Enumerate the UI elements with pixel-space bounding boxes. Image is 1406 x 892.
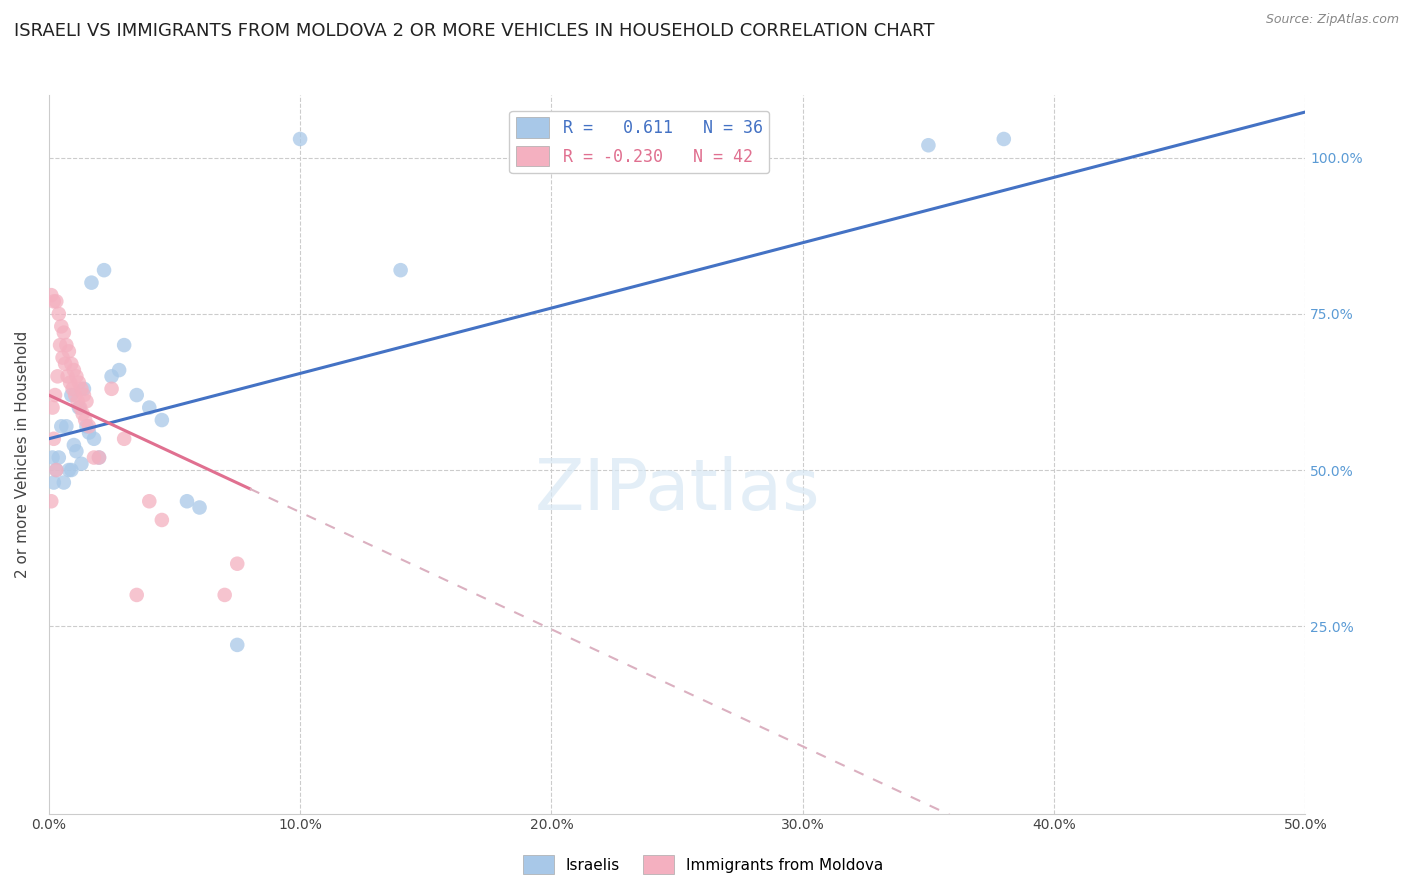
Point — [666, 145, 689, 159]
Point — [70, 382, 93, 396]
Point — [93, 263, 115, 277]
Point — [60, 357, 83, 371]
Point — [42, 294, 65, 309]
Point — [52, 475, 75, 490]
Point — [42, 432, 65, 446]
Point — [58, 463, 80, 477]
Point — [70, 457, 93, 471]
Point — [41, 450, 63, 465]
Point — [46, 369, 69, 384]
Point — [63, 438, 86, 452]
Point — [39, 494, 62, 508]
Point — [60, 388, 83, 402]
Point — [49, 338, 72, 352]
Point — [80, 276, 103, 290]
Point — [52, 326, 75, 340]
Point — [389, 263, 412, 277]
Point — [87, 450, 110, 465]
Point — [112, 338, 135, 352]
Point — [65, 369, 87, 384]
Point — [150, 513, 173, 527]
Point — [73, 388, 96, 402]
Point — [73, 382, 96, 396]
Point — [63, 388, 86, 402]
Point — [60, 463, 83, 477]
Point — [188, 500, 211, 515]
Text: Source: ZipAtlas.com: Source: ZipAtlas.com — [1265, 13, 1399, 27]
Point — [176, 494, 198, 508]
Point — [87, 450, 110, 465]
Point — [75, 413, 97, 427]
Point — [75, 394, 97, 409]
Point — [48, 307, 70, 321]
Point — [100, 382, 122, 396]
Point — [125, 388, 148, 402]
Point — [226, 638, 249, 652]
Point — [993, 132, 1015, 146]
Point — [226, 557, 249, 571]
Y-axis label: 2 or more Vehicles in Household: 2 or more Vehicles in Household — [15, 331, 30, 578]
Point — [53, 357, 76, 371]
Point — [45, 463, 67, 477]
Point — [48, 450, 70, 465]
Point — [138, 401, 160, 415]
Text: ZIPatlas: ZIPatlas — [534, 456, 820, 524]
Point — [44, 388, 66, 402]
Point — [56, 369, 79, 384]
Point — [125, 588, 148, 602]
Point — [51, 319, 73, 334]
Point — [67, 401, 90, 415]
Point — [59, 376, 82, 390]
Point — [51, 419, 73, 434]
Point — [66, 394, 89, 409]
Point — [138, 494, 160, 508]
Point — [55, 338, 77, 352]
Point — [75, 419, 97, 434]
Point — [58, 344, 80, 359]
Point — [214, 588, 236, 602]
Point — [112, 432, 135, 446]
Point — [52, 351, 75, 365]
Point — [55, 419, 77, 434]
Point — [288, 132, 311, 146]
Point — [108, 363, 131, 377]
Point — [77, 425, 100, 440]
Legend: Israelis, Immigrants from Moldova: Israelis, Immigrants from Moldova — [517, 849, 889, 880]
Point — [100, 369, 122, 384]
Point — [77, 419, 100, 434]
Point — [41, 401, 63, 415]
Point — [72, 407, 94, 421]
Point — [150, 413, 173, 427]
Point — [69, 401, 91, 415]
Point — [540, 138, 562, 153]
Point — [39, 288, 62, 302]
Text: ISRAELI VS IMMIGRANTS FROM MOLDOVA 2 OR MORE VEHICLES IN HOUSEHOLD CORRELATION C: ISRAELI VS IMMIGRANTS FROM MOLDOVA 2 OR … — [14, 22, 935, 40]
Point — [42, 475, 65, 490]
Point — [62, 382, 84, 396]
Point — [65, 444, 87, 458]
Point — [45, 294, 67, 309]
Point — [83, 432, 105, 446]
Point — [45, 463, 67, 477]
Point — [63, 363, 86, 377]
Legend: R =   0.611   N = 36, R = -0.230   N = 42: R = 0.611 N = 36, R = -0.230 N = 42 — [509, 111, 769, 173]
Point — [67, 376, 90, 390]
Point — [83, 450, 105, 465]
Point — [917, 138, 939, 153]
